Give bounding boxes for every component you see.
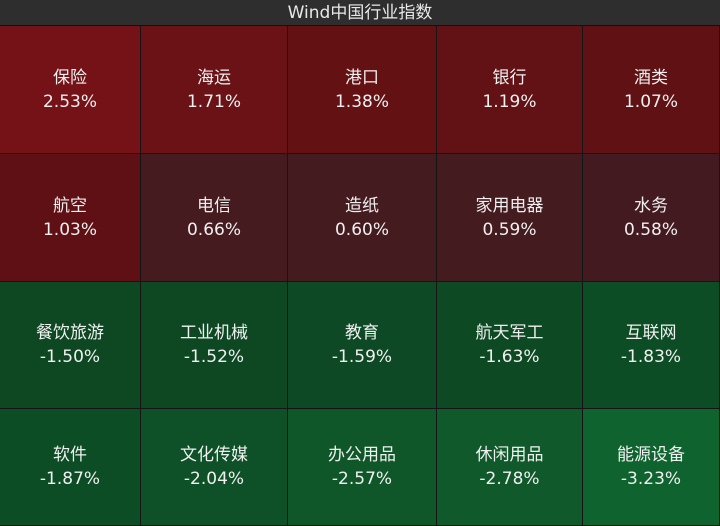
tile-change: 0.59% — [482, 219, 537, 240]
heatmap-tile[interactable]: 家用电器 0.59% — [437, 154, 583, 282]
heatmap-tile[interactable]: 互联网 -1.83% — [583, 282, 720, 409]
tile-change: -1.50% — [39, 347, 101, 367]
heatmap-tile[interactable]: 航天军工 -1.63% — [437, 282, 583, 409]
heatmap-tile[interactable]: 水务 0.58% — [583, 154, 720, 282]
tile-change: -1.83% — [620, 347, 682, 367]
heatmap-tile[interactable]: 办公用品 -2.57% — [288, 409, 437, 526]
heatmap-tile[interactable]: 海运 1.71% — [141, 26, 288, 154]
heatmap-tile[interactable]: 港口 1.38% — [288, 26, 437, 154]
tile-name: 能源设备 — [617, 445, 685, 465]
tile-change: 1.03% — [42, 219, 97, 240]
tile-change: 1.07% — [623, 91, 678, 112]
heatmap-tile[interactable]: 酒类 1.07% — [583, 26, 720, 154]
tile-change: -1.87% — [39, 469, 101, 489]
tile-change: -2.78% — [479, 469, 540, 489]
tile-name: 航空 — [53, 195, 87, 216]
tile-change: 1.19% — [482, 91, 537, 112]
heatmap-tile[interactable]: 航空 1.03% — [0, 154, 141, 282]
tile-name: 办公用品 — [328, 445, 396, 465]
heatmap-title: Wind中国行业指数 — [0, 0, 720, 26]
heatmap-tile[interactable]: 休闲用品 -2.78% — [437, 409, 583, 526]
tile-name: 银行 — [492, 67, 527, 88]
tile-change: 0.58% — [623, 219, 678, 240]
heatmap-tile[interactable]: 文化传媒 -2.04% — [141, 409, 288, 526]
tile-name: 航天军工 — [475, 323, 544, 343]
industry-heatmap: 保险 2.53% 海运 1.71% 港口 1.38% 银行 1.19% 酒类 1.07% … — [0, 26, 720, 526]
heatmap-tile[interactable]: 餐饮旅游 -1.50% — [0, 282, 141, 409]
tile-change: -1.63% — [479, 347, 540, 367]
tile-change: -3.23% — [620, 469, 682, 489]
heatmap-tile[interactable]: 电信 0.66% — [141, 154, 288, 282]
heatmap-tile[interactable]: 工业机械 -1.52% — [141, 282, 288, 409]
tile-name: 港口 — [345, 67, 379, 88]
tile-name: 海运 — [197, 67, 231, 88]
heatmap-tile[interactable]: 造纸 0.60% — [288, 154, 437, 282]
heatmap-tile[interactable]: 软件 -1.87% — [0, 409, 141, 526]
tile-change: 0.66% — [186, 219, 241, 240]
tile-change: -2.57% — [331, 469, 393, 489]
tile-change: -2.04% — [183, 469, 245, 489]
tile-name: 互联网 — [625, 323, 677, 343]
tile-name: 文化传媒 — [180, 445, 248, 465]
tile-change: 2.53% — [42, 91, 97, 112]
tile-name: 软件 — [53, 445, 87, 465]
tile-name: 电信 — [197, 195, 231, 216]
tile-name: 餐饮旅游 — [36, 323, 104, 343]
heatmap-tile[interactable]: 教育 -1.59% — [288, 282, 437, 409]
tile-name: 休闲用品 — [475, 445, 544, 465]
heatmap-tile[interactable]: 保险 2.53% — [0, 26, 141, 154]
heatmap-tile[interactable]: 银行 1.19% — [437, 26, 583, 154]
tile-name: 家用电器 — [475, 195, 544, 216]
tile-change: 1.38% — [334, 91, 389, 112]
heatmap-tile[interactable]: 能源设备 -3.23% — [583, 409, 720, 526]
tile-change: 1.71% — [186, 91, 241, 112]
tile-name: 教育 — [345, 323, 379, 343]
tile-change: -1.59% — [331, 347, 393, 367]
tile-change: -1.52% — [183, 347, 245, 367]
tile-change: 0.60% — [334, 219, 389, 240]
tile-name: 工业机械 — [180, 323, 248, 343]
tile-name: 保险 — [53, 67, 87, 88]
tile-name: 酒类 — [634, 67, 668, 88]
tile-name: 水务 — [634, 195, 668, 216]
tile-name: 造纸 — [345, 195, 379, 216]
